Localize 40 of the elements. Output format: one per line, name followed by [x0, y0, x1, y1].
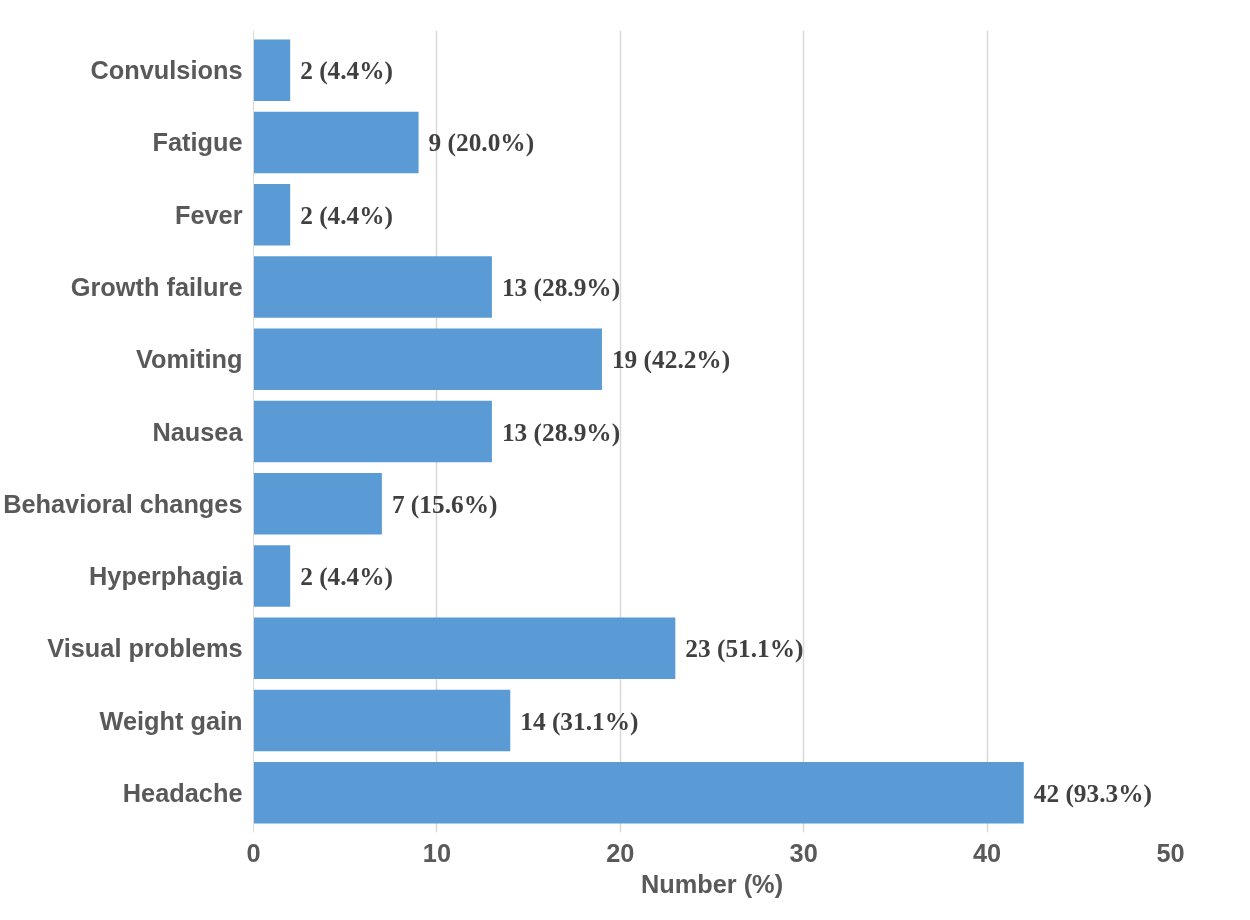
y-tick-label: Hyperphagia — [89, 562, 244, 590]
data-label: 7 (15.6%) — [391, 489, 498, 519]
y-tick-label: Vomiting — [136, 345, 243, 374]
bar — [253, 184, 291, 246]
y-tick-label: Behavioral changes — [3, 489, 243, 518]
bar — [253, 545, 291, 607]
y-tick-label: Fatigue — [152, 128, 243, 157]
bar — [253, 689, 511, 752]
data-label: 2 (4.4%) — [300, 200, 394, 230]
y-tick-label: Visual problems — [47, 634, 243, 663]
data-label: 9 (20.0%) — [428, 128, 535, 158]
x-tick-label: 40 — [973, 838, 1002, 867]
data-label: 42 (93.3%) — [1033, 778, 1152, 808]
bar — [253, 39, 291, 101]
bar — [253, 473, 382, 535]
data-label: 2 (4.4%) — [300, 56, 394, 86]
data-label: 2 (4.4%) — [300, 562, 394, 591]
x-tick-label: 30 — [789, 838, 818, 867]
bar — [253, 328, 602, 390]
y-tick-label: Nausea — [152, 417, 244, 446]
data-label: 13 (28.9%) — [501, 417, 621, 447]
bar — [253, 256, 492, 318]
bar — [253, 111, 419, 174]
y-tick-label: Growth failure — [70, 273, 243, 301]
data-label: 13 (28.9%) — [501, 273, 621, 302]
bar — [253, 617, 676, 679]
x-tick-label: 10 — [422, 838, 451, 867]
x-tick-label: 20 — [606, 838, 635, 867]
x-tick-label: 0 — [246, 838, 261, 867]
bar — [253, 400, 492, 463]
y-tick-label: Convulsions — [90, 56, 243, 85]
data-label: 14 (31.1%) — [520, 706, 639, 736]
x-axis-title: Number (%) — [640, 869, 784, 898]
data-label: 19 (42.2%) — [611, 345, 731, 375]
data-label: 23 (51.1%) — [685, 634, 804, 664]
x-tick-label: 50 — [1156, 838, 1185, 867]
y-tick-label: Headache — [122, 778, 243, 807]
bar — [253, 762, 1024, 824]
y-tick-label: Fever — [174, 200, 243, 229]
y-tick-label: Weight gain — [99, 706, 243, 735]
